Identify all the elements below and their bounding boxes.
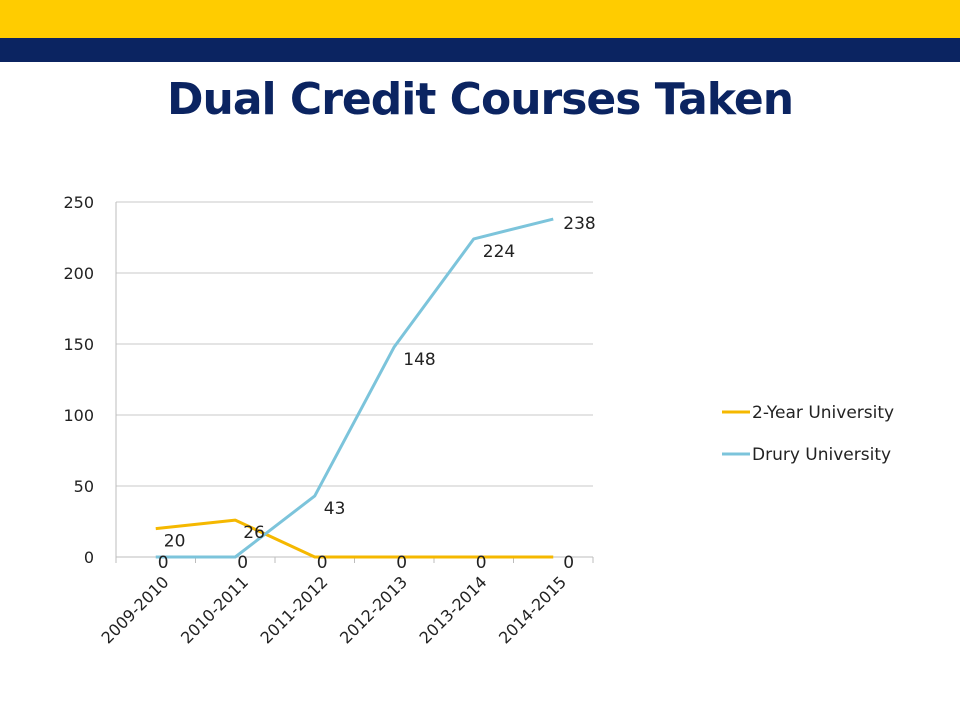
series-line-1 (155, 217, 554, 559)
data-label: 148 (403, 350, 435, 370)
slide-title: Dual Credit Courses Taken (166, 74, 794, 125)
x-tick-label: 2014-2015 (495, 572, 570, 647)
data-label: 224 (483, 242, 515, 262)
y-tick-label: 50 (74, 477, 94, 496)
y-tick-label: 200 (63, 264, 94, 283)
top-gold-band (0, 0, 960, 38)
data-label: 43 (324, 499, 346, 519)
x-tick-label: 2011-2012 (256, 572, 331, 647)
y-tick-label: 150 (63, 335, 94, 354)
x-tick-label: 2009-2010 (97, 572, 172, 647)
data-label: 0 (158, 553, 169, 573)
x-tick-label: 2012-2013 (336, 572, 411, 647)
data-label: 0 (237, 553, 248, 573)
data-label: 0 (396, 553, 407, 573)
data-label: 20 (164, 532, 186, 552)
y-tick-label: 100 (63, 406, 94, 425)
x-tick-label: 2010-2011 (177, 572, 252, 647)
series-line-0 (155, 518, 554, 559)
legend-label-1: Drury University (752, 445, 891, 465)
data-label: 0 (563, 553, 574, 573)
data-label: 0 (317, 553, 328, 573)
data-label: 238 (563, 214, 595, 234)
data-label: 0 (476, 553, 487, 573)
y-tick-label: 0 (84, 548, 94, 567)
legend-label-0: 2-Year University (752, 403, 894, 423)
x-tick-label: 2013-2014 (415, 572, 490, 647)
y-tick-label: 250 (63, 193, 94, 212)
top-navy-band (0, 38, 960, 62)
data-label: 26 (243, 523, 265, 543)
